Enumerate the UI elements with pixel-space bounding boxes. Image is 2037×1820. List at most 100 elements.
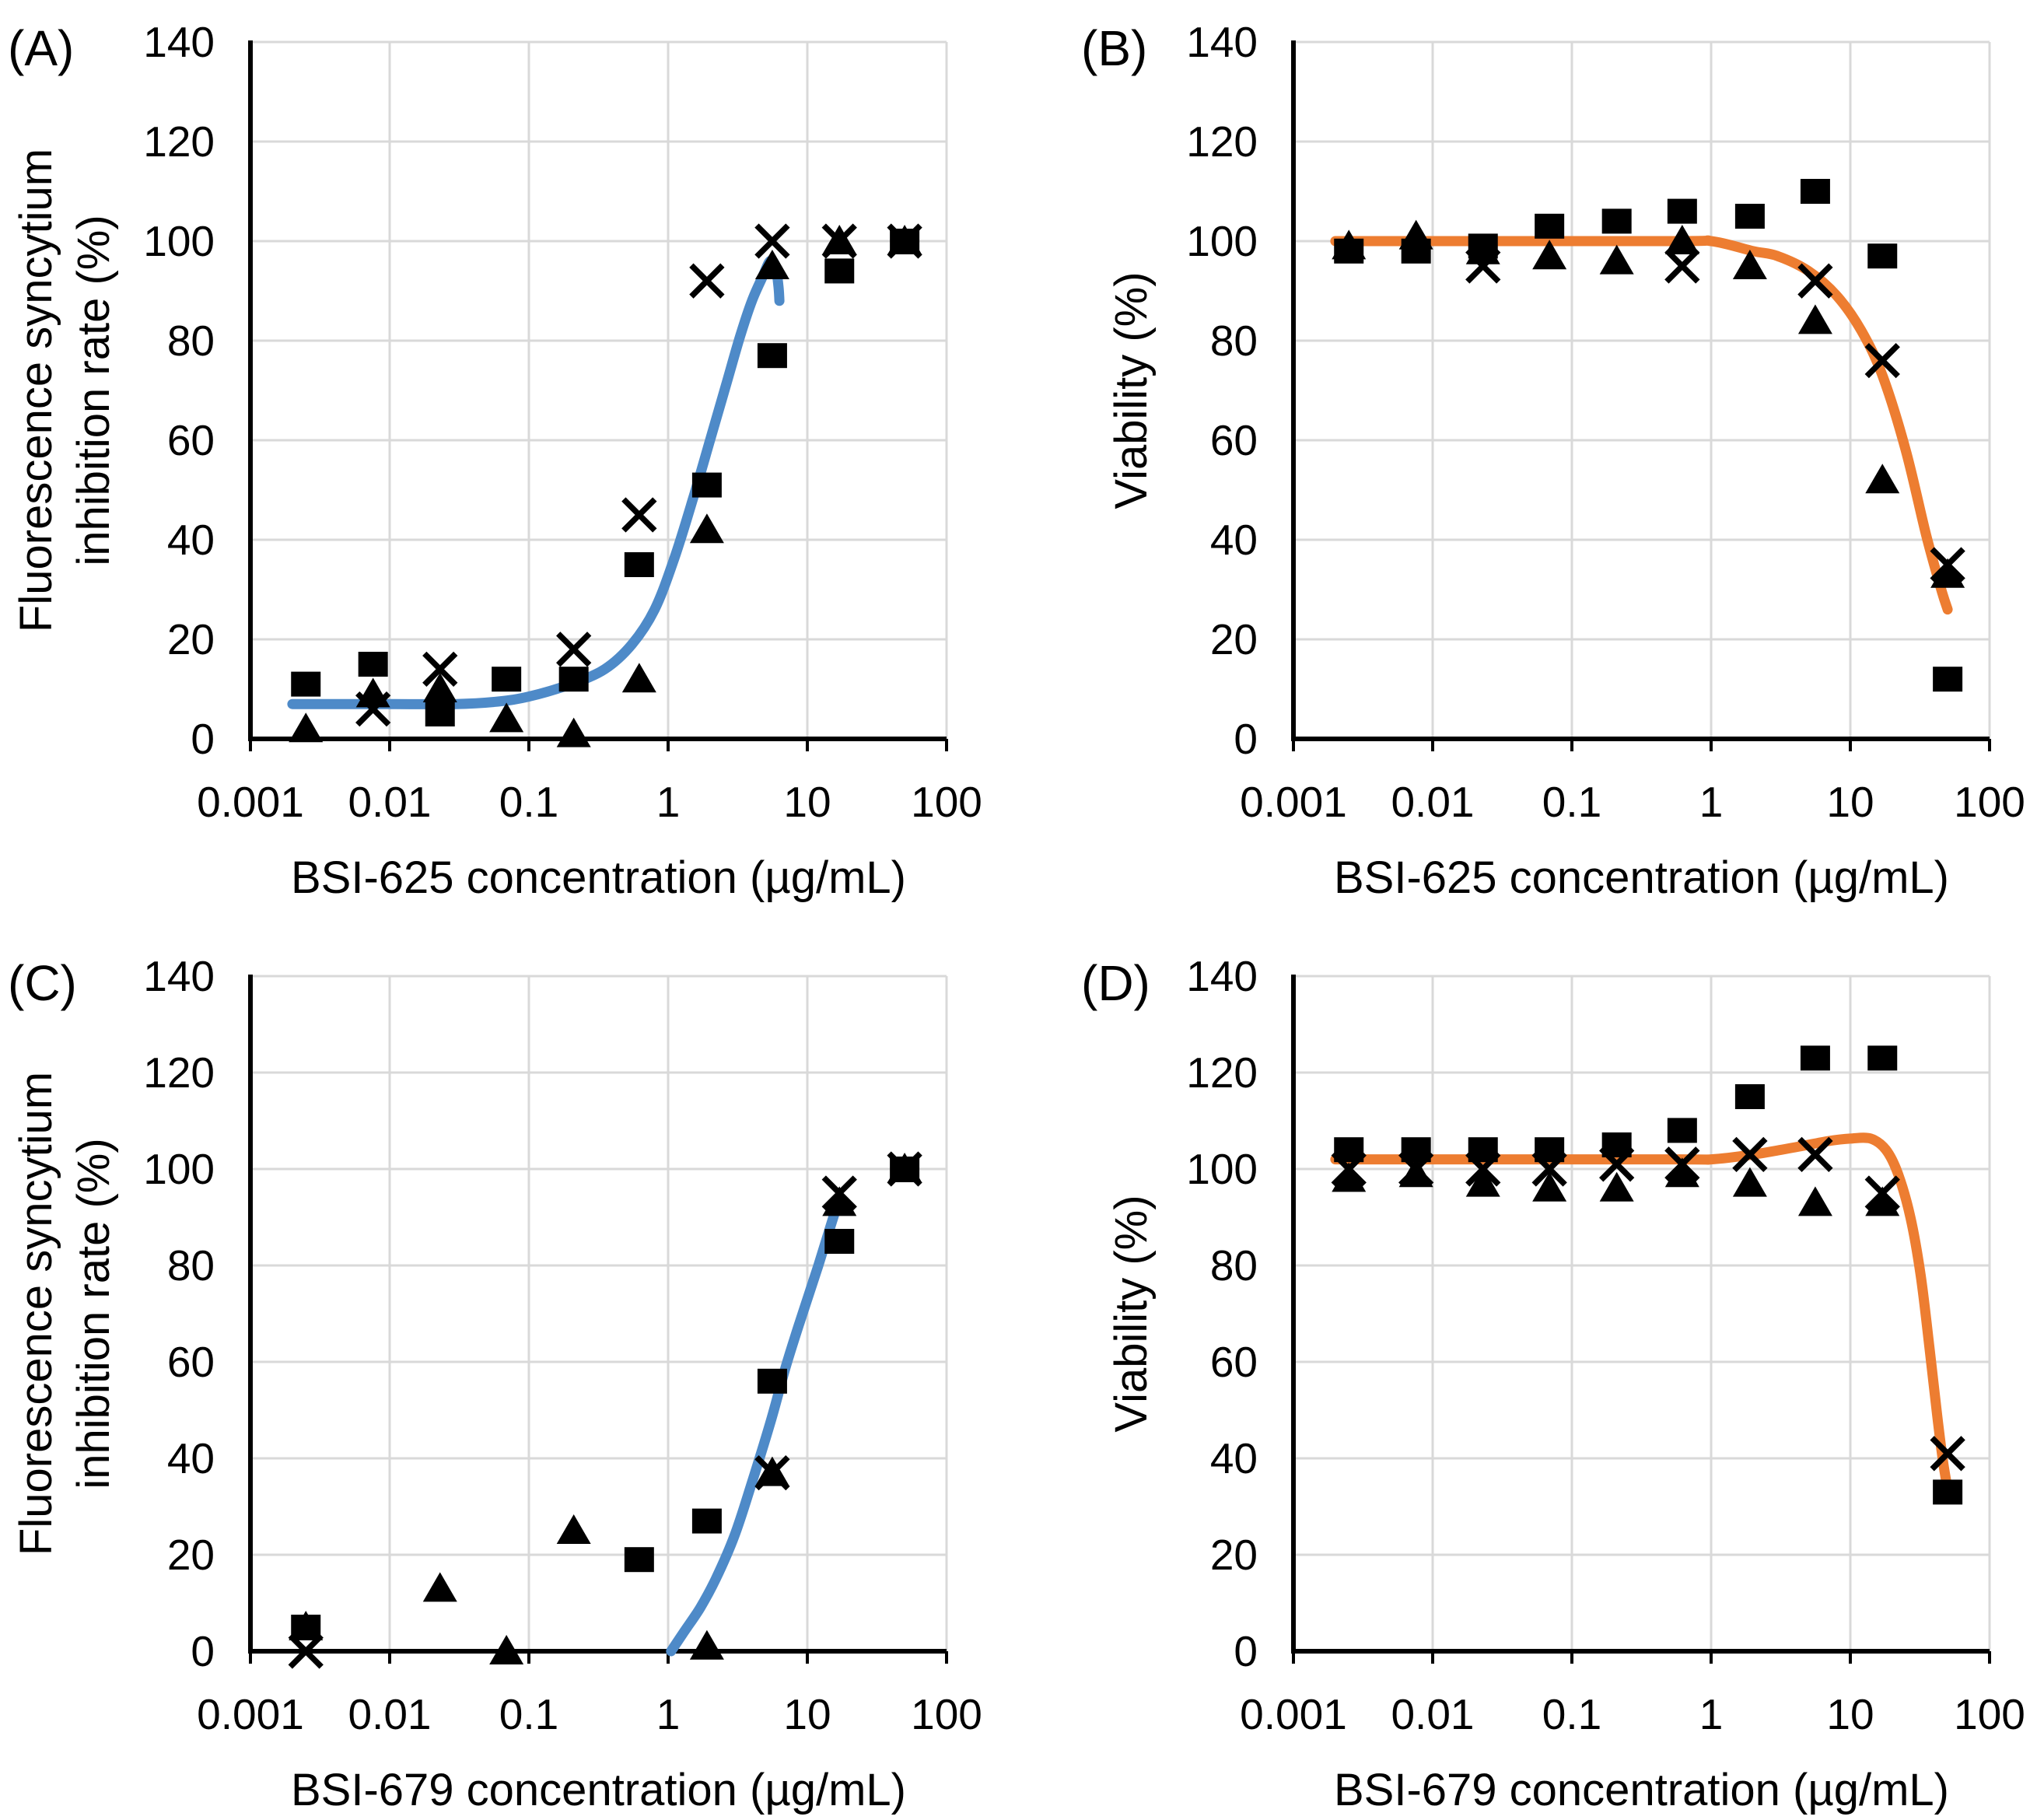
x-marker [288, 1633, 324, 1669]
triangle-marker [1599, 244, 1634, 275]
square-marker [624, 1547, 654, 1573]
x-marker [821, 223, 857, 259]
series-triangle [1332, 219, 1965, 588]
x-tick-label: 100 [1954, 1690, 2025, 1738]
x-marker [754, 223, 790, 259]
y-tick-label: 100 [143, 1145, 215, 1193]
series-square [291, 1157, 920, 1640]
x-tick-label: 0.01 [1391, 778, 1474, 826]
square-marker [1933, 667, 1963, 692]
triangle-marker [689, 513, 724, 544]
triangle-marker [1332, 229, 1367, 260]
square-marker [824, 1229, 855, 1254]
x-tick-label: 10 [783, 1690, 831, 1738]
y-tick-label: 140 [1186, 18, 1258, 66]
triangle-marker [689, 1629, 724, 1660]
y-tick-label: 80 [1210, 317, 1258, 365]
y-tick-label: 40 [167, 516, 215, 564]
x-marker [355, 691, 391, 727]
square-marker [1800, 1045, 1830, 1071]
series-square [291, 229, 920, 726]
triangle-marker [289, 1611, 324, 1640]
axes [248, 975, 948, 1664]
square-marker [492, 667, 522, 692]
panel-letter: (C) [8, 955, 77, 1011]
x-marker [1864, 342, 1900, 379]
x-tick-label: 1 [1699, 778, 1724, 826]
square-marker [1734, 204, 1765, 229]
triangle-marker [822, 1186, 857, 1216]
x-marker [422, 651, 458, 688]
x-marker [821, 1175, 857, 1211]
square-marker [1601, 208, 1632, 234]
triangle-marker [1797, 1186, 1832, 1216]
series-x [355, 223, 922, 727]
triangle-marker [355, 677, 390, 708]
y-axis-title-line: Fluorescence syncytium [11, 149, 61, 632]
triangle-marker [1532, 240, 1567, 270]
square-marker [691, 1508, 722, 1534]
axes [248, 40, 948, 751]
triangle-marker [1930, 558, 1965, 588]
x-axis-title: BSI-625 concentration (µg/mL) [291, 852, 906, 903]
triangle-marker [556, 1514, 591, 1544]
square-marker [291, 671, 321, 697]
y-tick-label: 0 [191, 715, 215, 763]
x-tick-label: 0.01 [1391, 1690, 1474, 1738]
series-triangle [1332, 1157, 1900, 1216]
y-tick-label: 140 [143, 952, 215, 1000]
y-axis-title-line: Viability (%) [1106, 1195, 1157, 1432]
y-tick-label: 100 [1186, 1145, 1258, 1193]
y-tick-label: 0 [1234, 1627, 1258, 1675]
series-square [1334, 1045, 1963, 1505]
x-tick-label: 0.1 [499, 1690, 558, 1738]
y-tick-label: 80 [167, 317, 215, 365]
triangle-marker [1664, 225, 1699, 254]
y-tick-label: 100 [1186, 217, 1258, 265]
series-square [1334, 179, 1963, 692]
series-x [1465, 248, 1965, 583]
y-tick-label: 60 [1210, 1338, 1258, 1386]
x-tick-label: 0.001 [1240, 1690, 1347, 1738]
triangle-marker [1865, 1186, 1900, 1216]
y-tick-label: 0 [1234, 715, 1258, 763]
y-tick-label: 60 [1210, 416, 1258, 464]
x-marker [754, 1454, 790, 1491]
y-axis-title-line: inhibition rate (%) [68, 1138, 119, 1489]
x-marker [689, 263, 725, 299]
x-marker [1599, 1146, 1635, 1182]
x-tick-label: 100 [911, 778, 982, 826]
series-x [1331, 1136, 1965, 1472]
x-tick-label: 0.01 [348, 1690, 431, 1738]
x-marker [556, 632, 592, 667]
triangle-marker [289, 712, 324, 743]
y-tick-label: 80 [167, 1241, 215, 1290]
triangle-marker [1599, 1171, 1634, 1202]
triangle-marker [621, 663, 656, 693]
triangle-marker [1465, 1167, 1500, 1197]
square-marker [624, 552, 654, 577]
x-marker [887, 1151, 922, 1187]
square-marker [1867, 243, 1898, 269]
tick-labels: 0 20 40 60 80 100 120 140 0.001 0.01 0.1 1 10 100 [143, 952, 982, 1738]
x-tick-label: 1 [656, 1690, 681, 1738]
square-marker [1535, 213, 1565, 239]
y-tick-label: 20 [1210, 1531, 1258, 1579]
x-tick-label: 1 [656, 778, 681, 826]
triangle-marker [1732, 250, 1767, 279]
y-tick-label: 140 [1186, 952, 1258, 1000]
y-tick-label: 60 [167, 1338, 215, 1386]
fit-curve [1330, 1132, 1951, 1488]
y-tick-label: 120 [1186, 1048, 1258, 1097]
x-tick-label: 0.1 [1542, 778, 1601, 826]
tick-labels: 0 20 40 60 80 100 120 140 0.001 0.01 0.1 1 10 100 [1186, 952, 2025, 1738]
x-marker [1664, 1146, 1700, 1182]
x-axis-title: BSI-679 concentration (µg/mL) [1334, 1765, 1949, 1815]
x-axis-title: BSI-679 concentration (µg/mL) [291, 1765, 906, 1815]
y-tick-label: 40 [167, 1434, 215, 1482]
x-tick-label: 10 [783, 778, 831, 826]
x-marker [1930, 547, 1965, 583]
